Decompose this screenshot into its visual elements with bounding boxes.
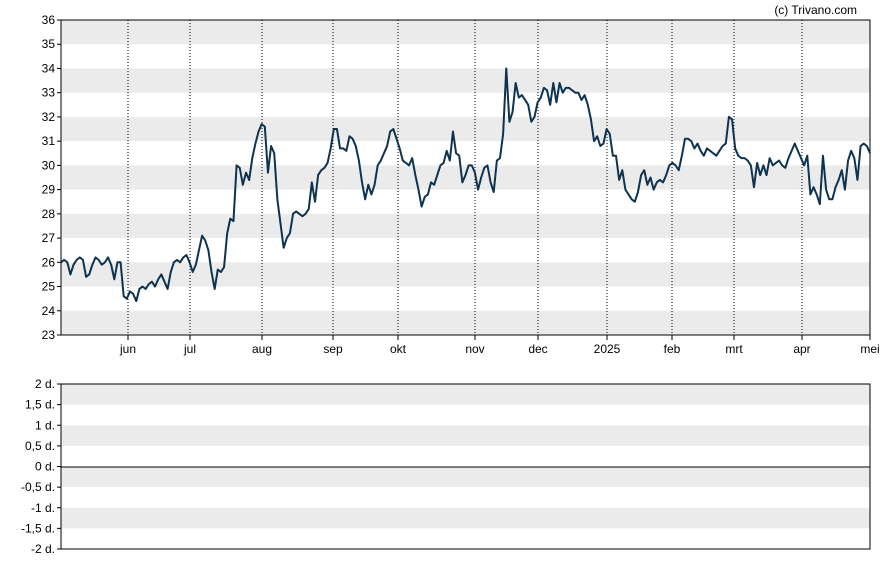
y-tick-label: 34 xyxy=(42,61,56,75)
x-tick-label: feb xyxy=(664,342,681,356)
y-tick-label: 35 xyxy=(42,37,56,51)
y-tick-label: 31 xyxy=(42,134,56,148)
price-band xyxy=(61,310,870,335)
lower-y-tick-label: -1,5 d. xyxy=(21,521,55,535)
x-tick-label: sep xyxy=(323,342,343,356)
lower-y-tick-label: -0,5 d. xyxy=(21,480,55,494)
price-y-axis: 23 24 25 26 27 28 29 30 31 32 33 34 35 36 xyxy=(42,13,61,342)
y-tick-label: 30 xyxy=(42,158,56,172)
price-band xyxy=(61,262,870,287)
lower-y-tick-label: 0,5 d. xyxy=(25,439,55,453)
lower-band xyxy=(61,384,870,405)
y-tick-label: 29 xyxy=(42,183,56,197)
lower-y-tick-label: 0 d. xyxy=(35,460,55,474)
price-band xyxy=(61,213,870,239)
x-tick-label: jun xyxy=(119,342,136,356)
price-chart-frame xyxy=(60,19,871,336)
y-tick-label: 32 xyxy=(42,110,56,124)
y-tick-label: 25 xyxy=(42,280,56,294)
y-tick-label: 36 xyxy=(42,13,56,27)
x-tick-label: 2025 xyxy=(594,342,621,356)
y-tick-label: 23 xyxy=(42,328,56,342)
lower-band xyxy=(61,425,870,446)
y-tick-label: 26 xyxy=(42,255,56,269)
lower-y-tick-label: 1,5 d. xyxy=(25,398,55,412)
price-x-axis: jun jul aug sep okt nov dec 2025 feb mrt apr mei xyxy=(119,335,880,356)
x-tick-label: aug xyxy=(252,342,272,356)
lower-band xyxy=(61,507,870,529)
price-chart-bands xyxy=(61,20,870,335)
price-series-line xyxy=(60,67,871,303)
credit-label: (c) Trivano.com xyxy=(774,3,857,17)
x-tick-label: nov xyxy=(465,342,484,356)
x-tick-label: mrt xyxy=(725,342,743,356)
lower-band xyxy=(61,466,870,488)
lower-y-axis: 2 d. 1,5 d. 1 d. 0,5 d. 0 d. -0,5 d. -1 d. -1,5… xyxy=(21,377,61,556)
price-band xyxy=(61,20,870,45)
y-tick-label: 28 xyxy=(42,207,56,221)
x-tick-label: jul xyxy=(183,342,196,356)
lower-y-tick-label: -1 d. xyxy=(31,501,55,515)
lower-y-tick-label: -2 d. xyxy=(31,542,55,556)
y-tick-label: 33 xyxy=(42,86,56,100)
lower-y-tick-label: 1 d. xyxy=(35,418,55,432)
price-band xyxy=(61,68,870,93)
y-tick-label: 27 xyxy=(42,231,56,245)
y-tick-label: 24 xyxy=(42,304,56,318)
x-tick-label: okt xyxy=(390,342,407,356)
x-tick-label: apr xyxy=(793,342,810,356)
lower-y-tick-label: 2 d. xyxy=(35,377,55,391)
x-tick-label: dec xyxy=(528,342,547,356)
lower-chart-bands xyxy=(61,384,870,529)
price-band xyxy=(61,116,870,142)
x-tick-label: mei xyxy=(860,342,879,356)
